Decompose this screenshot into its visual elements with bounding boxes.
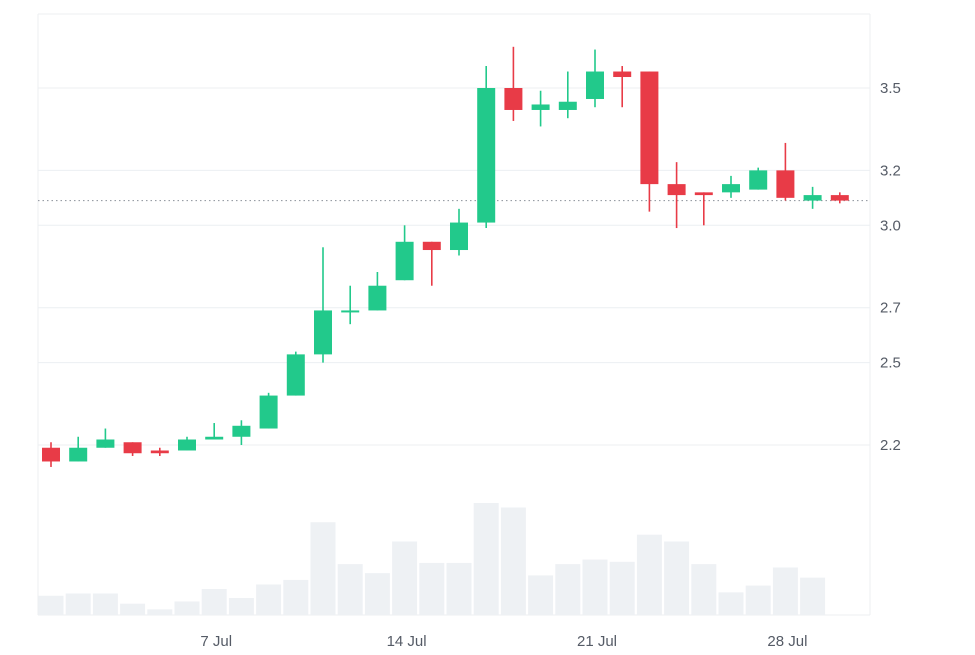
volume-bar	[745, 585, 771, 615]
grid-lines	[37, 13, 871, 616]
candle-body-up	[314, 310, 332, 355]
volume-bar	[65, 593, 91, 615]
volume-bars	[38, 503, 826, 615]
candle-body-down	[667, 184, 686, 196]
candle-body-up	[558, 101, 577, 110]
x-tick-label: 14 Jul	[387, 633, 427, 650]
candle-body-down	[830, 195, 849, 201]
volume-bar	[582, 559, 608, 615]
volume-bar	[446, 562, 472, 615]
candle-body-down	[422, 241, 441, 251]
candle-body-up	[803, 195, 822, 201]
volume-bar	[147, 609, 173, 615]
volume-bar	[337, 564, 363, 615]
y-tick-label: 2.7	[880, 300, 901, 317]
candle-body-up	[722, 184, 740, 193]
candle-body-up	[205, 436, 224, 440]
candle-body-up	[286, 354, 305, 396]
candle-body-up	[232, 425, 251, 437]
x-tick-label: 21 Jul	[577, 633, 617, 650]
candle-body-up	[477, 88, 496, 223]
volume-bar	[772, 567, 798, 615]
volume-bar	[392, 541, 418, 615]
volume-bar	[473, 503, 499, 615]
candle-body-up	[259, 395, 278, 429]
candle-body-down	[613, 71, 632, 78]
volume-bar	[120, 603, 146, 615]
volume-bar	[636, 534, 662, 615]
volume-bar	[283, 579, 309, 615]
volume-bar	[256, 584, 282, 615]
candle-body-down	[776, 170, 795, 198]
volume-bar	[174, 601, 200, 615]
candle-body-up	[69, 447, 88, 462]
volume-bar	[38, 595, 64, 615]
volume-bar	[228, 598, 254, 615]
candle-body-down	[504, 88, 523, 110]
candle-body-up	[586, 71, 604, 99]
candle-body-up	[96, 439, 115, 448]
volume-bar	[528, 575, 554, 615]
volume-bar	[310, 522, 336, 615]
volume-bar	[664, 541, 690, 615]
candles	[42, 46, 849, 467]
x-tick-label: 7 Jul	[200, 633, 232, 650]
volume-bar	[419, 562, 445, 615]
volume-bar	[201, 588, 227, 615]
volume-bar	[500, 507, 526, 615]
candle-body-down	[640, 71, 659, 185]
candle-body-up	[178, 439, 196, 451]
candle-body-down	[123, 442, 142, 454]
candle-body-down	[694, 192, 713, 196]
volume-bar	[609, 561, 635, 615]
candle-body-up	[368, 285, 387, 311]
candle-body-up	[395, 241, 414, 281]
y-tick-label: 2.2	[880, 437, 901, 454]
volume-bar	[718, 592, 744, 615]
y-tick-label: 3.2	[880, 162, 901, 179]
x-axis-labels: 7 Jul 14 Jul 21 Jul 28 Jul	[200, 633, 807, 650]
candle-body-up	[531, 104, 550, 110]
volume-bar	[555, 564, 581, 615]
x-tick-label: 28 Jul	[767, 633, 807, 650]
candle-body-up	[341, 310, 360, 313]
volume-bar	[364, 573, 390, 615]
candle-body-up	[450, 222, 468, 251]
y-axis-labels: 2.2 2.5 2.7 3.0 3.2 3.5	[880, 80, 901, 454]
candle-body-down	[150, 450, 169, 454]
candle-body-down	[42, 447, 60, 462]
y-tick-label: 3.0	[880, 217, 901, 234]
y-tick-label: 3.5	[880, 80, 901, 97]
candle-body-up	[749, 170, 768, 190]
volume-bar	[92, 593, 118, 615]
volume-bar	[691, 564, 717, 615]
volume-bar	[800, 577, 826, 615]
y-tick-label: 2.5	[880, 355, 901, 372]
